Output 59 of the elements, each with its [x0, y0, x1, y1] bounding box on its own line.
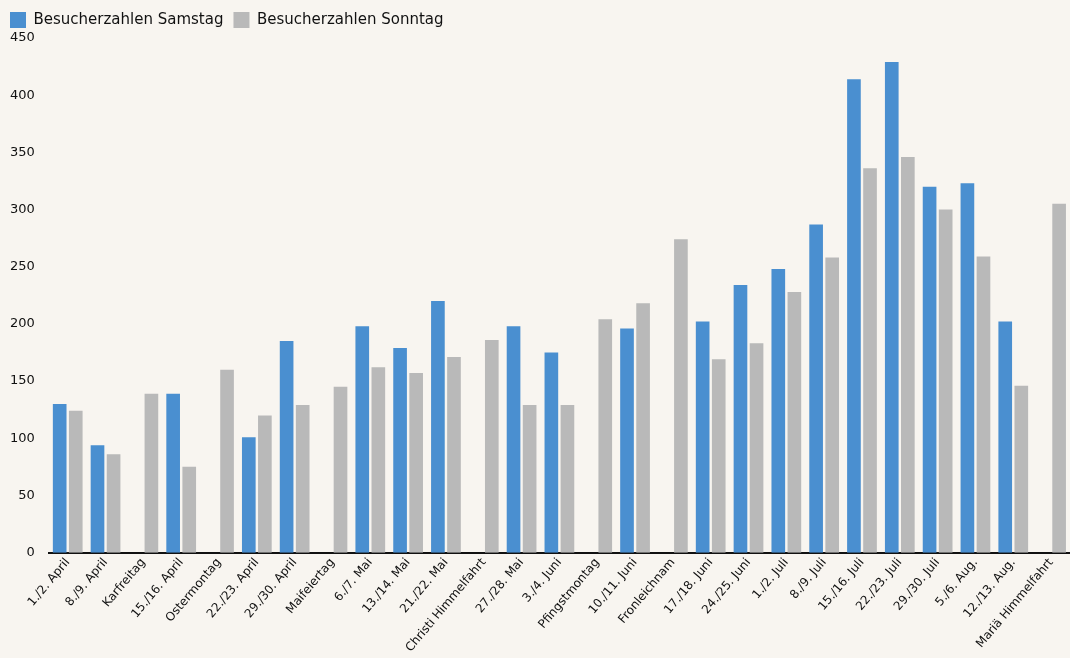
bar: [863, 168, 877, 553]
bar: [901, 156, 915, 553]
bar: [279, 341, 294, 553]
y-tick-label: 400: [9, 86, 35, 102]
y-tick-label: 50: [18, 486, 35, 502]
y-tick-label: 200: [9, 315, 35, 331]
bar: [52, 403, 67, 553]
bar: [1014, 385, 1029, 553]
bar: [220, 369, 234, 553]
bar: [409, 373, 423, 553]
bar: [695, 321, 710, 553]
bar: [355, 326, 370, 553]
bar: [620, 328, 634, 553]
bar: [90, 445, 105, 553]
bar: [68, 410, 83, 553]
bar: [393, 347, 407, 553]
y-tick-label: 450: [9, 29, 35, 45]
legend-label: Besucherzahlen Samstag: [33, 9, 224, 28]
bar: [166, 393, 180, 553]
bar: [1052, 203, 1066, 553]
bar: [598, 319, 613, 553]
bar: [447, 357, 461, 553]
y-tick-label: 100: [9, 429, 35, 445]
y-tick-label: 350: [9, 143, 35, 159]
bar: [544, 352, 559, 553]
bar: [295, 405, 310, 553]
bar: [922, 186, 937, 553]
bar: [733, 285, 748, 553]
bar: [144, 393, 159, 553]
bar: [749, 343, 764, 553]
y-tick-label: 0: [26, 544, 35, 560]
bar: [960, 183, 975, 553]
bar: [506, 326, 521, 553]
y-tick-label: 150: [9, 372, 35, 388]
bar: [825, 257, 840, 553]
bar: [787, 291, 802, 553]
bar: [938, 209, 953, 553]
bar: [809, 224, 823, 553]
bar: [106, 454, 121, 553]
bar: [371, 367, 386, 553]
bar: [998, 321, 1013, 553]
legend-label: Besucherzahlen Sonntag: [256, 9, 444, 28]
bar: [333, 386, 348, 553]
bar: [560, 405, 575, 553]
bar: [258, 415, 272, 553]
bar: [522, 405, 537, 553]
bar: [674, 239, 688, 553]
y-tick-label: 250: [9, 258, 35, 274]
bar: [884, 62, 899, 553]
bar: [711, 359, 726, 553]
bar: [847, 79, 861, 553]
bar: [771, 269, 786, 553]
bar: [976, 256, 991, 553]
bar: [182, 466, 197, 553]
y-tick-label: 300: [9, 200, 35, 216]
bar: [431, 301, 445, 553]
bar: [636, 303, 650, 553]
bar: [484, 339, 499, 553]
bar: [241, 437, 256, 553]
